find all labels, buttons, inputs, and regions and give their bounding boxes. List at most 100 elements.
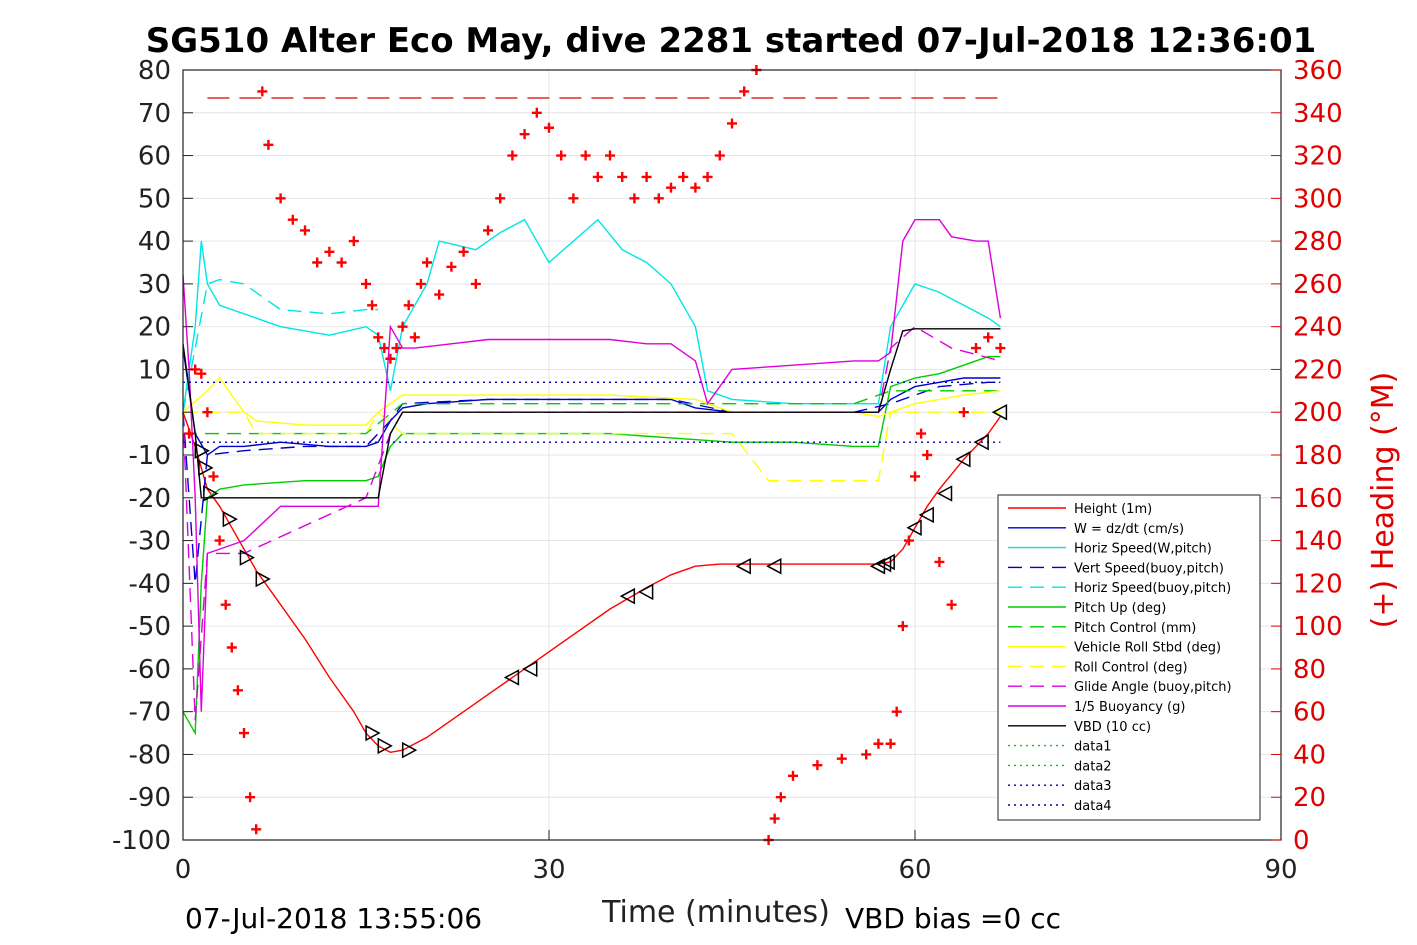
heading-point [385,353,396,364]
y-tick-label: -30 [129,527,171,557]
y2-tick-label: 20 [1293,783,1326,813]
footer-timestamp: 07-Jul-2018 13:55:06 [185,902,482,935]
legend: Height (1m) W = dz/dt (cm/s) Horiz Speed(W… [997,494,1261,821]
y-tick-label: -90 [129,783,171,813]
legend-label: data3 [1074,779,1112,794]
heading-point [434,289,445,300]
legend-box [997,494,1261,821]
heading-point [897,621,908,632]
heading-point [903,535,914,546]
x-ticks: 0 30 60 90 [175,830,1298,885]
heading-point [458,246,469,257]
heading-point [361,278,371,289]
heading-point [605,150,615,161]
triangle-marker [735,557,751,575]
y2-tick-label: 140 [1293,527,1343,557]
legend-label: Horiz Speed(W,pitch) [1074,542,1212,557]
triangle-marker [239,549,256,566]
heading-point [263,139,274,150]
heading-point [690,182,701,193]
y2-tick-label: 340 [1293,99,1343,129]
x-tick-label: 90 [1264,855,1297,885]
y2-tick-label: 200 [1293,398,1343,428]
y2-tick-label: 60 [1293,698,1326,728]
heading-point [391,343,402,354]
y-tick-label: -40 [129,569,171,599]
heading-point [958,407,969,418]
heading-point [422,257,432,268]
heading-point [702,171,713,182]
heading-point [666,182,676,193]
heading-point [678,171,689,182]
heading-point [714,150,725,161]
y2-axis-label: (+) Heading (°M) [1366,372,1401,629]
heading-point [580,150,591,161]
y2-tick-label: 180 [1293,441,1343,471]
heading-point [592,171,603,182]
y2-tick-label: 320 [1293,142,1343,172]
heading-point [885,738,896,749]
legend-label: 1/5 Buoyancy (g) [1074,700,1185,715]
y-tick-label: 60 [138,142,171,172]
heading-point [257,86,268,97]
y2-tick-label: 360 [1293,56,1343,86]
triangle-marker [503,669,520,686]
triangle-marker [638,583,654,601]
triangle-marker [869,557,886,575]
heading-point [922,450,933,460]
chart-title: SG510 Alter Eco May, dive 2281 started 0… [146,21,1317,61]
legend-label: Pitch Control (mm) [1074,621,1196,636]
legend-label: Vehicle Roll Stbd (deg) [1074,641,1221,656]
triangle-marker [906,519,922,536]
y2-tick-label: 80 [1293,655,1326,685]
heading-point [983,332,994,343]
legend-label: W = dz/dt (cm/s) [1074,522,1184,537]
heading-point [184,428,195,439]
triangle-marker [879,553,895,571]
y2-tick-label: 0 [1293,826,1310,856]
heading-point [946,599,957,610]
heading-point [226,642,237,653]
series-line [182,218,1001,413]
heading-point [287,214,298,225]
heading-point [531,107,542,118]
heading-point [861,749,872,760]
heading-point [739,86,750,97]
heading-point [415,278,426,289]
y2-tick-label: 260 [1293,270,1343,300]
series-line [182,218,1002,712]
heading-point [519,129,530,140]
y2-tick-label: 280 [1293,227,1343,257]
legend-label: Roll Control (deg) [1074,660,1188,675]
legend-label: Pitch Up (deg) [1074,601,1166,616]
legend-label: Glide Angle (buoy,pitch) [1074,680,1232,695]
legend-label: data2 [1074,759,1112,774]
triangle-marker [203,485,219,502]
series-lines [182,218,1002,754]
heading-point [727,118,737,129]
heading-point [446,261,457,272]
heading-point [891,706,902,717]
heading-point [232,685,243,696]
legend-label: VBD (10 cc) [1074,720,1151,735]
heading-point [910,471,920,482]
legend-label: Height (1m) [1074,502,1152,517]
series-line [182,278,379,413]
triangle-marker [365,724,381,742]
triangle-marker [222,510,238,528]
y-ticks-left: 80 70 60 50 40 30 20 10 0 -10 -20 -30 -40 -50 -60 -70 -8… [112,56,193,856]
heading-point [775,792,786,803]
heading-point [379,343,390,354]
series-line [182,325,1001,721]
heading-point [916,428,927,439]
legend-label: data4 [1074,799,1112,814]
series-line [182,376,1001,426]
y-tick-label: -50 [129,612,171,642]
y-tick-label: -10 [129,441,171,471]
heading-markers [184,65,1006,845]
heading-point [403,300,414,311]
y-tick-label: 70 [138,99,171,129]
legend-label: Vert Speed(buoy,pitch) [1074,561,1224,576]
triangle-marker [198,459,214,477]
heading-point [544,122,554,133]
